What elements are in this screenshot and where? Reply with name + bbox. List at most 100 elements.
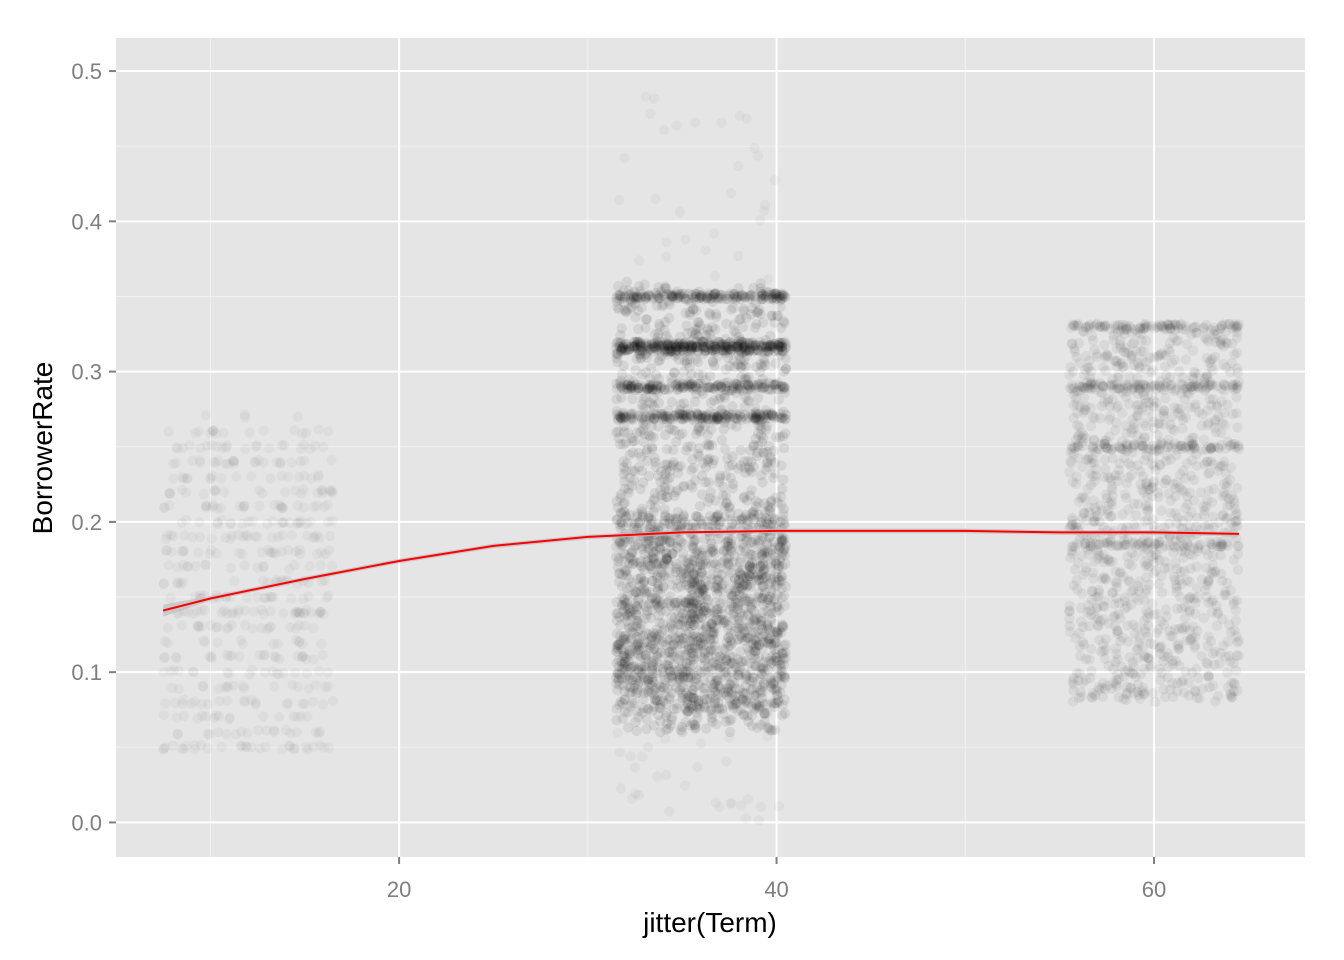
data-point [633,323,644,335]
data-point [1123,504,1134,515]
data-point [770,288,781,299]
data-point [648,553,660,564]
data-point [739,627,750,638]
data-point [633,382,644,394]
data-point [700,375,711,386]
data-point [726,657,737,668]
data-point [256,623,266,633]
data-point [758,566,769,577]
data-point [617,713,628,724]
data-point [650,502,661,513]
data-point [674,404,685,416]
data-point [757,477,768,488]
data-point [712,379,723,391]
data-point [780,550,791,561]
data-point [748,606,760,617]
data-point [276,501,286,511]
data-point [714,661,725,673]
data-point [736,564,748,576]
data-point [648,495,659,506]
data-point [1187,345,1199,356]
data-point [1117,387,1128,398]
data-point [684,620,696,632]
data-point [763,345,775,356]
data-point [285,622,295,632]
data-point [623,343,635,354]
data-point [737,290,748,301]
data-point [1121,323,1132,335]
data-point [676,536,687,548]
data-point [738,341,750,352]
data-point [1216,427,1227,439]
data-point [1113,673,1124,685]
data-point [765,725,776,736]
data-point [162,623,172,633]
data-point [728,381,739,392]
data-point [1223,650,1235,661]
data-point [661,345,673,357]
data-point [703,414,714,425]
data-point [649,487,660,499]
data-point [628,523,640,534]
data-point [742,551,754,562]
data-point [611,338,622,349]
data-point [720,443,731,455]
data-point [647,384,658,395]
data-point [693,409,704,421]
data-point [716,382,727,393]
data-point [761,623,773,634]
data-point [621,380,633,391]
data-point [770,576,781,588]
data-point [762,409,774,420]
data-point [162,638,172,648]
data-point [695,603,706,614]
data-point [675,612,686,623]
data-point [1213,411,1224,422]
data-point [775,663,786,674]
data-point [720,716,732,727]
data-point [687,540,698,551]
data-point [698,605,709,617]
data-point [1086,691,1098,703]
data-point [1151,627,1163,639]
data-point [1214,658,1225,669]
data-point [627,554,638,565]
data-point [611,348,622,359]
data-point [725,543,736,555]
data-point [659,291,670,302]
data-point [776,551,787,563]
data-point [673,340,684,352]
data-point [745,537,756,548]
data-point [314,424,324,434]
data-point [623,487,634,499]
data-point [780,653,791,664]
data-point [1084,355,1095,366]
data-point [1228,595,1239,607]
data-point [726,384,738,395]
data-point [635,338,646,349]
data-point [632,678,644,690]
data-point [672,619,684,630]
data-point [642,655,654,666]
data-point [1085,468,1096,479]
data-point [664,693,675,705]
data-point [616,517,628,528]
data-point [1066,457,1078,468]
data-point [677,672,689,684]
data-point [735,514,746,526]
data-point [681,358,692,369]
data-point [632,618,643,629]
data-point [702,413,713,425]
data-point [619,652,631,664]
data-point [1139,624,1151,635]
data-point [1100,442,1112,453]
data-point [624,472,635,484]
data-point [224,668,234,678]
data-point [670,633,681,644]
data-point [697,457,709,469]
data-point [247,516,257,526]
data-point [634,557,645,568]
data-point [289,560,299,570]
data-point [159,502,169,512]
data-point [620,656,631,668]
